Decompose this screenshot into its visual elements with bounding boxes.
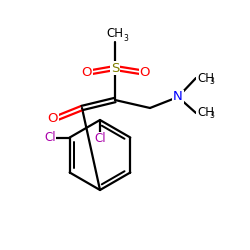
Text: Cl: Cl	[94, 132, 106, 145]
Text: 3: 3	[123, 34, 128, 43]
Text: CH: CH	[197, 106, 214, 120]
Text: CH: CH	[197, 72, 214, 85]
Text: 3: 3	[209, 76, 214, 86]
Text: O: O	[82, 66, 92, 78]
Text: S: S	[111, 62, 119, 74]
Text: N: N	[173, 90, 183, 104]
Text: CH: CH	[106, 27, 124, 40]
Text: O: O	[48, 112, 58, 124]
Text: Cl: Cl	[44, 131, 56, 144]
Text: 3: 3	[209, 112, 214, 120]
Text: O: O	[140, 66, 150, 78]
